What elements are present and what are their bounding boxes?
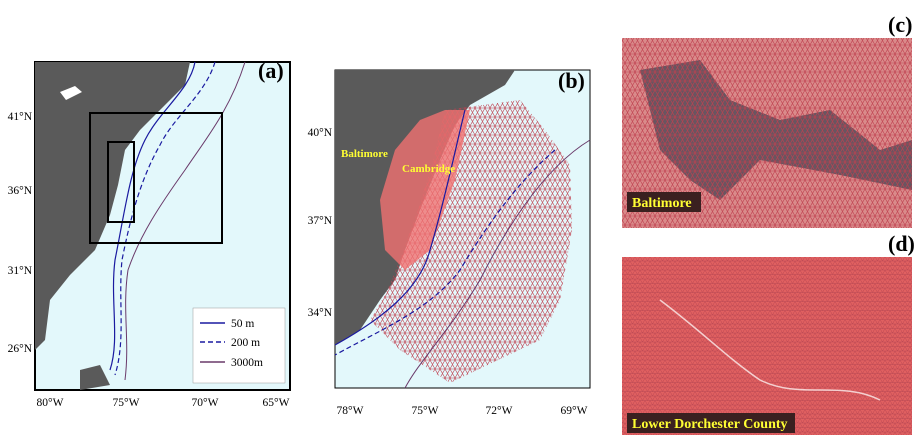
legend-label: 50 m: [231, 318, 254, 330]
legend-label: 200 m: [231, 337, 260, 349]
y-tick-label: 34°N: [308, 307, 333, 319]
x-tick-label: 65°W: [263, 397, 290, 409]
legend-label: 3000m: [231, 357, 263, 369]
panel-label: (a): [258, 58, 284, 83]
x-tick-label: 72°W: [486, 405, 513, 417]
map-a: 50 m 200 m 3000m (a) 41°N 36°N 31°N 26°N…: [8, 58, 291, 409]
place-label: Lower Dorchester County: [632, 417, 788, 432]
y-tick-label: 40°N: [308, 127, 333, 139]
land: [80, 365, 110, 390]
place-label: Baltimore: [632, 196, 692, 211]
x-tick-label: 75°W: [113, 397, 140, 409]
x-tick-label: 69°W: [561, 405, 588, 417]
panel-label: (b): [558, 68, 585, 93]
place-label: Baltimore: [341, 148, 388, 160]
lake: [60, 86, 82, 100]
fine-mesh: [380, 110, 470, 270]
mesh: [370, 100, 572, 383]
x-tick-label: 80°W: [37, 397, 64, 409]
y-tick-label: 31°N: [8, 265, 33, 277]
x-tick-label: 78°W: [337, 405, 364, 417]
y-tick-label: 37°N: [308, 215, 333, 227]
panel-label: (d): [888, 231, 915, 256]
x-tick-label: 75°W: [412, 405, 439, 417]
y-tick-label: 26°N: [8, 343, 33, 355]
place-label: Cambridge: [402, 163, 455, 175]
panel-label: (c): [888, 12, 912, 37]
y-tick-label: 36°N: [8, 185, 33, 197]
inset-c: (c) Baltimore: [622, 12, 912, 228]
y-tick-label: 41°N: [8, 111, 33, 123]
inset-d: (d) Lower Dorchester County: [622, 231, 915, 435]
land: [35, 62, 190, 350]
map-b: (b) Baltimore Cambridge 40°N 37°N 34°N 7…: [308, 68, 591, 417]
land: [335, 70, 515, 345]
x-tick-label: 70°W: [192, 397, 219, 409]
